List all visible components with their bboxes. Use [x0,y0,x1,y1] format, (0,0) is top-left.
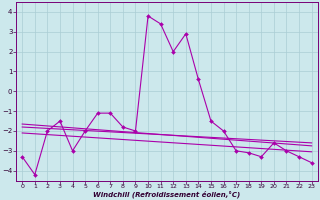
X-axis label: Windchill (Refroidissement éolien,°C): Windchill (Refroidissement éolien,°C) [93,190,241,198]
